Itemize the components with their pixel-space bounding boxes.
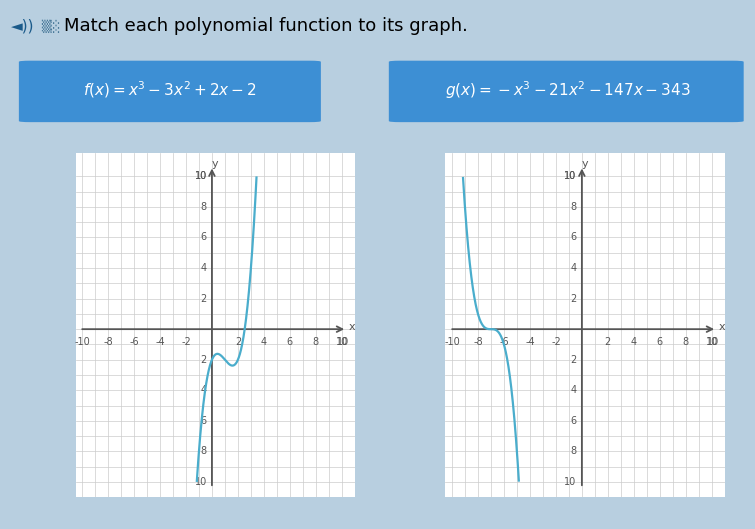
Text: 10: 10 bbox=[336, 337, 348, 347]
Text: 8: 8 bbox=[571, 202, 577, 212]
Text: 10: 10 bbox=[195, 171, 207, 181]
Text: 8: 8 bbox=[313, 337, 319, 347]
FancyBboxPatch shape bbox=[19, 61, 321, 122]
Text: -10: -10 bbox=[74, 337, 90, 347]
Text: -8: -8 bbox=[103, 337, 112, 347]
Text: 4: 4 bbox=[630, 337, 637, 347]
Text: y: y bbox=[212, 159, 218, 169]
Text: 6: 6 bbox=[287, 337, 293, 347]
Text: ▒░: ▒░ bbox=[42, 20, 60, 33]
Text: -6: -6 bbox=[129, 337, 139, 347]
Text: 10: 10 bbox=[565, 171, 577, 181]
Text: 6: 6 bbox=[657, 337, 663, 347]
Text: $g(x) = -x^3 - 21x^2 - 147x - 343$: $g(x) = -x^3 - 21x^2 - 147x - 343$ bbox=[445, 79, 691, 101]
Text: 2: 2 bbox=[235, 337, 241, 347]
Text: 2: 2 bbox=[605, 337, 611, 347]
Text: 4: 4 bbox=[571, 385, 577, 395]
Text: 4: 4 bbox=[201, 263, 207, 273]
Text: 10: 10 bbox=[565, 171, 577, 181]
Text: 4: 4 bbox=[201, 385, 207, 395]
Text: -10: -10 bbox=[444, 337, 460, 347]
Text: y: y bbox=[582, 159, 588, 169]
Text: 6: 6 bbox=[201, 416, 207, 426]
Text: 10: 10 bbox=[195, 477, 207, 487]
Text: ◄)): ◄)) bbox=[11, 19, 35, 34]
Text: x: x bbox=[349, 322, 356, 332]
Text: -4: -4 bbox=[155, 337, 165, 347]
Text: 6: 6 bbox=[201, 232, 207, 242]
Text: 10: 10 bbox=[195, 171, 207, 181]
Text: 4: 4 bbox=[571, 263, 577, 273]
Text: 10: 10 bbox=[565, 477, 577, 487]
Text: -6: -6 bbox=[499, 337, 509, 347]
Text: 2: 2 bbox=[201, 294, 207, 304]
Text: -8: -8 bbox=[473, 337, 482, 347]
Text: 4: 4 bbox=[260, 337, 267, 347]
Text: 10: 10 bbox=[707, 337, 720, 347]
Text: -2: -2 bbox=[181, 337, 191, 347]
Text: 8: 8 bbox=[683, 337, 689, 347]
Text: Match each polynomial function to its graph.: Match each polynomial function to its gr… bbox=[64, 17, 468, 35]
Text: 2: 2 bbox=[571, 294, 577, 304]
Text: 10: 10 bbox=[706, 337, 718, 347]
Text: 8: 8 bbox=[201, 446, 207, 457]
Text: 6: 6 bbox=[571, 416, 577, 426]
Text: x: x bbox=[719, 322, 726, 332]
Text: 2: 2 bbox=[571, 355, 577, 364]
Text: 10: 10 bbox=[337, 337, 350, 347]
Text: -4: -4 bbox=[525, 337, 535, 347]
Text: 8: 8 bbox=[571, 446, 577, 457]
Text: 6: 6 bbox=[571, 232, 577, 242]
Text: $f(x) = x^3 - 3x^2 + 2x - 2$: $f(x) = x^3 - 3x^2 + 2x - 2$ bbox=[83, 79, 257, 101]
Text: -2: -2 bbox=[551, 337, 561, 347]
Text: 8: 8 bbox=[201, 202, 207, 212]
Text: 2: 2 bbox=[201, 355, 207, 364]
FancyBboxPatch shape bbox=[389, 61, 744, 122]
